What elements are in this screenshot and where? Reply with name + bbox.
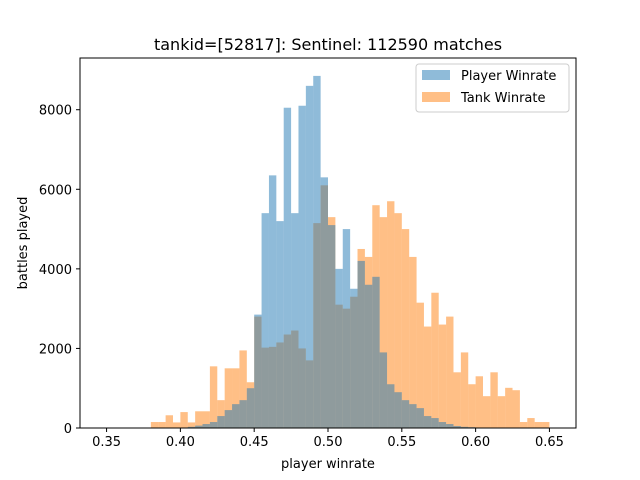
player-winrate-series <box>187 75 476 429</box>
player-winrate-bar <box>291 213 299 428</box>
tank-winrate-bar <box>453 372 461 428</box>
tank-winrate-bar <box>490 372 498 428</box>
player-winrate-bar <box>416 408 424 428</box>
y-tick-label: 6000 <box>39 183 72 198</box>
player-winrate-bar <box>409 404 417 428</box>
player-winrate-bar <box>239 400 247 428</box>
player-winrate-bar <box>357 260 365 428</box>
x-axis-ticks: 0.35 0.40 0.45 0.50 0.55 0.60 0.65 <box>92 428 564 450</box>
player-winrate-bar <box>232 404 240 428</box>
tank-winrate-bar <box>239 350 247 428</box>
tank-winrate-bar <box>542 422 550 428</box>
tank-winrate-bar <box>150 422 159 428</box>
y-tick-label: 4000 <box>39 263 72 278</box>
tank-winrate-bar <box>202 411 210 428</box>
player-winrate-bar <box>342 229 351 428</box>
tank-winrate-bar <box>446 316 454 428</box>
tank-winrate-bar <box>431 292 439 428</box>
player-winrate-bar <box>364 284 373 428</box>
player-winrate-bar <box>387 384 395 428</box>
player-winrate-bar <box>276 221 284 428</box>
player-winrate-bar <box>423 416 432 428</box>
x-tick-label: 0.65 <box>535 435 564 450</box>
x-tick-label: 0.50 <box>314 435 343 450</box>
tank-winrate-bar <box>165 415 173 428</box>
legend-label-tank: Tank Winrate <box>460 91 545 106</box>
chart-title: tankid=[52817]: Sentinel: 112590 matches <box>154 35 502 54</box>
tank-winrate-bar <box>438 324 447 428</box>
player-winrate-bar <box>438 422 447 428</box>
tank-winrate-bar <box>224 368 233 428</box>
tank-winrate-bar <box>423 326 432 428</box>
legend-label-player: Player Winrate <box>461 69 556 84</box>
tank-winrate-bar <box>217 400 225 428</box>
player-winrate-bar <box>283 107 292 428</box>
player-winrate-bar <box>335 268 343 428</box>
x-axis-label: player winrate <box>281 457 375 472</box>
player-winrate-bar <box>305 85 314 428</box>
x-tick-label: 0.60 <box>461 435 490 450</box>
tank-winrate-bar <box>483 396 491 428</box>
y-tick-label: 8000 <box>39 104 72 119</box>
tank-winrate-bar <box>232 368 240 428</box>
player-winrate-bar <box>313 75 321 429</box>
tank-winrate-bar <box>527 418 535 428</box>
tank-winrate-bar <box>409 256 417 428</box>
tank-winrate-bar <box>534 422 543 428</box>
tank-winrate-bar <box>512 390 520 428</box>
player-winrate-bar <box>217 416 225 428</box>
player-winrate-bar <box>328 225 336 428</box>
player-winrate-bar <box>453 426 461 428</box>
player-winrate-bar <box>350 288 358 428</box>
tank-winrate-bar <box>173 422 181 428</box>
tank-winrate-bar <box>468 384 476 428</box>
tank-winrate-bar <box>401 229 410 428</box>
y-axis-label: battles played <box>16 197 31 290</box>
player-winrate-bar <box>298 105 306 429</box>
tank-winrate-bar <box>187 422 196 428</box>
player-winrate-bar <box>320 177 328 428</box>
tank-winrate-bar <box>394 213 402 428</box>
player-winrate-bar <box>401 400 410 428</box>
player-winrate-bar <box>460 426 469 428</box>
player-winrate-bar <box>379 352 388 428</box>
legend-swatch-player <box>422 70 450 80</box>
player-winrate-bar <box>209 422 218 428</box>
player-winrate-bar <box>431 418 439 428</box>
legend-swatch-tank <box>422 92 450 102</box>
player-winrate-bar <box>202 424 210 428</box>
tank-winrate-bar <box>519 422 528 428</box>
y-axis-ticks: 0 2000 4000 6000 8000 <box>39 104 80 437</box>
y-tick-label: 0 <box>64 422 72 437</box>
player-winrate-bar <box>372 276 380 428</box>
tank-winrate-bar <box>505 387 513 428</box>
tank-winrate-bar <box>416 302 424 428</box>
tank-winrate-bar <box>460 352 469 428</box>
player-winrate-bar <box>446 424 454 428</box>
player-winrate-bar <box>187 426 196 428</box>
player-winrate-bar <box>261 213 269 428</box>
y-tick-label: 2000 <box>39 342 72 357</box>
tank-winrate-bar <box>497 396 506 428</box>
player-winrate-bar <box>394 392 402 428</box>
tank-winrate-bar <box>379 217 388 428</box>
x-tick-label: 0.35 <box>92 435 121 450</box>
player-winrate-bar <box>268 175 277 428</box>
tank-winrate-bar <box>195 411 203 428</box>
player-winrate-bar <box>254 314 262 428</box>
legend: Player Winrate Tank Winrate <box>415 63 570 113</box>
x-tick-label: 0.40 <box>166 435 195 450</box>
player-winrate-bar <box>224 410 233 428</box>
legend-frame <box>415 63 570 113</box>
tank-winrate-bar <box>209 366 218 428</box>
x-tick-label: 0.45 <box>240 435 269 450</box>
player-winrate-bar <box>246 388 255 428</box>
tank-winrate-bar <box>180 412 188 428</box>
player-winrate-bar <box>195 425 203 428</box>
tank-winrate-bar <box>387 201 395 428</box>
x-tick-label: 0.55 <box>387 435 416 450</box>
tank-winrate-bar <box>475 376 483 428</box>
tank-winrate-bar <box>158 422 166 428</box>
